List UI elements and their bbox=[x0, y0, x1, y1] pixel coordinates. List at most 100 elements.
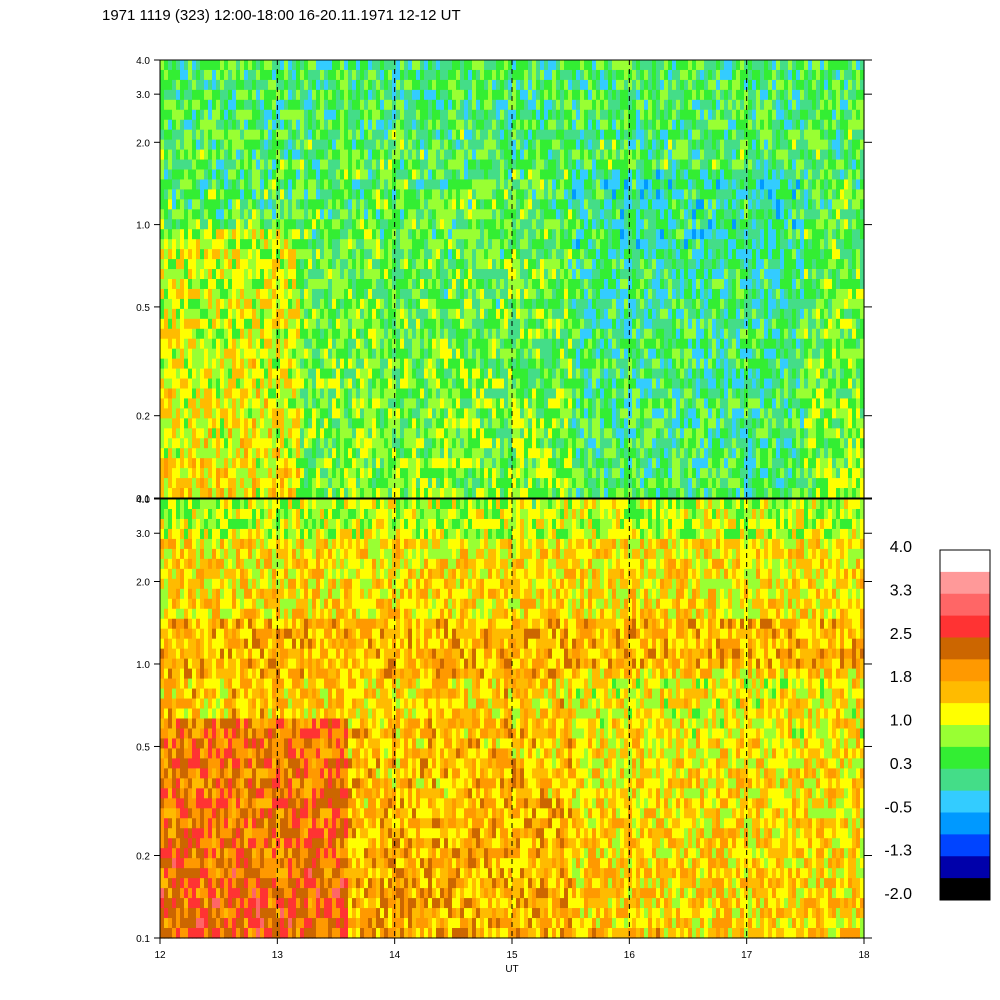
heatmap-cell bbox=[380, 338, 385, 350]
heatmap-cell bbox=[172, 60, 177, 71]
heatmap-cell bbox=[496, 189, 501, 200]
heatmap-cell bbox=[460, 169, 465, 181]
heatmap-cell bbox=[464, 119, 469, 131]
heatmap-cell bbox=[208, 119, 213, 131]
heatmap-cell bbox=[520, 288, 525, 300]
heatmap-cell bbox=[432, 478, 437, 489]
heatmap-cell bbox=[608, 378, 613, 390]
heatmap-cell bbox=[448, 318, 453, 330]
heatmap-cell bbox=[588, 428, 593, 439]
heatmap-cell bbox=[204, 179, 209, 190]
heatmap-cell bbox=[220, 298, 225, 310]
heatmap-cell bbox=[504, 60, 509, 71]
heatmap-cell bbox=[252, 338, 257, 350]
heatmap-cell bbox=[256, 488, 261, 499]
heatmap-cell bbox=[520, 478, 525, 489]
heatmap-cell bbox=[584, 308, 589, 320]
heatmap-cell bbox=[492, 179, 497, 190]
heatmap-cell bbox=[556, 129, 561, 141]
heatmap-cell bbox=[176, 179, 181, 190]
heatmap-cell bbox=[548, 259, 553, 270]
heatmap-cell bbox=[192, 408, 197, 419]
heatmap-cell bbox=[320, 149, 325, 161]
heatmap-cell bbox=[340, 358, 345, 370]
heatmap-cell bbox=[416, 418, 421, 429]
heatmap-cell bbox=[368, 129, 373, 141]
heatmap-cell bbox=[268, 159, 273, 171]
heatmap-cell bbox=[208, 358, 213, 370]
heatmap-cell bbox=[324, 109, 329, 121]
heatmap-cell bbox=[520, 318, 525, 330]
heatmap-cell bbox=[168, 388, 173, 400]
heatmap-cell bbox=[208, 269, 213, 280]
heatmap-cell bbox=[180, 428, 185, 439]
heatmap-cell bbox=[600, 229, 605, 240]
heatmap-cell bbox=[432, 428, 437, 439]
heatmap-cell bbox=[368, 179, 373, 190]
heatmap-cell bbox=[528, 418, 533, 429]
heatmap-cell bbox=[164, 129, 169, 141]
heatmap-cell bbox=[264, 488, 269, 499]
heatmap-cell bbox=[264, 219, 269, 230]
heatmap-cell bbox=[220, 408, 225, 419]
heatmap-cell bbox=[548, 408, 553, 419]
heatmap-cell bbox=[256, 199, 261, 210]
heatmap-cell bbox=[308, 368, 313, 380]
heatmap-cell bbox=[312, 279, 317, 290]
heatmap-cell bbox=[268, 79, 273, 91]
heatmap-cell bbox=[460, 398, 465, 409]
heatmap-cell bbox=[468, 60, 473, 71]
heatmap-cell bbox=[416, 249, 421, 260]
heatmap-cell bbox=[612, 109, 617, 121]
heatmap-cell bbox=[256, 269, 261, 280]
heatmap-cell bbox=[576, 458, 581, 469]
heatmap-cell bbox=[540, 179, 545, 190]
heatmap-cell bbox=[260, 229, 265, 240]
heatmap-cell bbox=[308, 438, 313, 449]
heatmap-cell bbox=[500, 468, 505, 479]
heatmap-cell bbox=[352, 199, 357, 210]
heatmap-cell bbox=[472, 318, 477, 330]
heatmap-cell bbox=[432, 378, 437, 390]
heatmap-cell bbox=[352, 418, 357, 429]
heatmap-cell bbox=[424, 328, 429, 340]
heatmap-cell bbox=[476, 458, 481, 469]
heatmap-cell bbox=[588, 179, 593, 190]
heatmap-cell bbox=[176, 358, 181, 370]
heatmap-cell bbox=[200, 229, 205, 240]
heatmap-cell bbox=[548, 99, 553, 111]
heatmap-cell bbox=[476, 139, 481, 151]
heatmap-cell bbox=[216, 179, 221, 190]
heatmap-cell bbox=[176, 428, 181, 439]
heatmap-cell bbox=[448, 189, 453, 200]
heatmap-cell bbox=[324, 199, 329, 210]
heatmap-cell bbox=[408, 478, 413, 489]
heatmap-cell bbox=[412, 448, 417, 459]
heatmap-cell bbox=[188, 428, 193, 439]
heatmap-cell bbox=[228, 129, 233, 141]
heatmap-cell bbox=[356, 269, 361, 280]
heatmap-cell bbox=[448, 338, 453, 350]
heatmap-cell bbox=[496, 69, 501, 81]
heatmap-cell bbox=[468, 438, 473, 449]
heatmap-cell bbox=[176, 438, 181, 449]
heatmap-cell bbox=[520, 438, 525, 449]
heatmap-cell bbox=[564, 348, 569, 360]
heatmap-cell bbox=[580, 348, 585, 360]
heatmap-cell bbox=[180, 328, 185, 340]
heatmap-cell bbox=[200, 259, 205, 270]
heatmap-cell bbox=[416, 109, 421, 121]
heatmap-cell bbox=[524, 418, 529, 429]
heatmap-cell bbox=[184, 458, 189, 469]
heatmap-cell bbox=[476, 179, 481, 190]
heatmap-cell bbox=[532, 149, 537, 161]
heatmap-cell bbox=[404, 328, 409, 340]
heatmap-cell bbox=[312, 60, 317, 71]
heatmap-cell bbox=[352, 169, 357, 181]
heatmap-cell bbox=[468, 328, 473, 340]
heatmap-cell bbox=[580, 368, 585, 380]
heatmap-cell bbox=[308, 179, 313, 190]
heatmap-cell bbox=[592, 249, 597, 260]
heatmap-cell bbox=[244, 89, 249, 101]
heatmap-cell bbox=[356, 279, 361, 290]
